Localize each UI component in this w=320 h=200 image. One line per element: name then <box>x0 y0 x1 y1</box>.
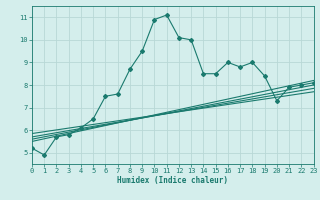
X-axis label: Humidex (Indice chaleur): Humidex (Indice chaleur) <box>117 176 228 185</box>
